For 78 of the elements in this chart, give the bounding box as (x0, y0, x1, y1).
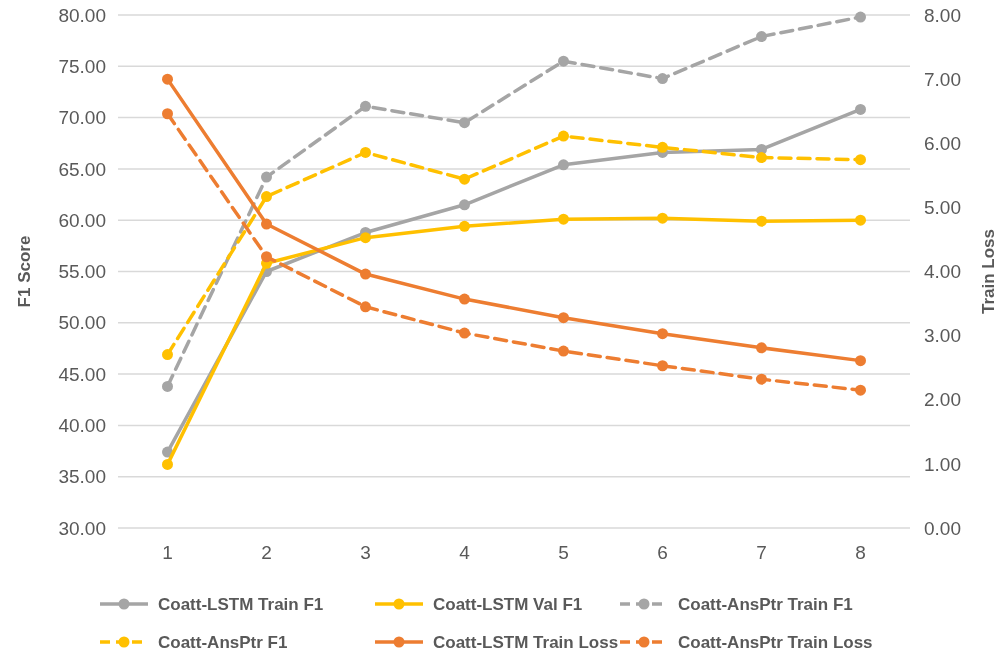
y-tick-label: 65.00 (58, 158, 106, 180)
point (162, 108, 173, 120)
y-tick-label: 30.00 (58, 517, 106, 539)
point (756, 31, 767, 43)
point (855, 103, 866, 115)
point (756, 373, 767, 385)
y2-tick-label: 5.00 (924, 197, 961, 219)
y2-tick-label: 7.00 (924, 68, 961, 90)
point (657, 360, 668, 372)
point (657, 328, 668, 340)
point (756, 152, 767, 164)
legend-label: Coatt-LSTM Train Loss (433, 632, 619, 652)
point (261, 171, 272, 183)
point (855, 154, 866, 166)
point (855, 355, 866, 367)
x-tick-label: 5 (558, 541, 569, 563)
y-tick-label: 55.00 (58, 261, 106, 283)
point (558, 159, 569, 171)
point (162, 73, 173, 85)
point (558, 55, 569, 67)
point (855, 11, 866, 23)
point (261, 251, 272, 263)
y-tick-label: 50.00 (58, 312, 106, 334)
point (459, 293, 470, 305)
x-tick-label: 7 (756, 541, 767, 563)
y-tick-label: 75.00 (58, 55, 106, 77)
legend-label: Coatt-AnsPtr Train Loss (678, 632, 873, 652)
point (360, 232, 371, 244)
x-tick-label: 6 (657, 541, 668, 563)
x-tick-label: 1 (162, 541, 173, 563)
y2-tick-label: 0.00 (924, 517, 961, 539)
point (459, 327, 470, 339)
point (558, 345, 569, 357)
y-tick-label: 60.00 (58, 209, 106, 231)
y2-tick-label: 1.00 (924, 453, 961, 475)
point (756, 342, 767, 354)
point (459, 117, 470, 129)
point (657, 212, 668, 224)
point (756, 215, 767, 227)
point (162, 458, 173, 470)
legend-label: Coatt-AnsPtr Train F1 (678, 594, 853, 614)
legend-label: Coatt-AnsPtr F1 (158, 632, 288, 652)
y-tick-label: 35.00 (58, 466, 106, 488)
y2-tick-label: 8.00 (924, 4, 961, 26)
point (657, 73, 668, 85)
y2-tick-label: 3.00 (924, 325, 961, 347)
point (558, 213, 569, 225)
point (558, 312, 569, 324)
point (261, 191, 272, 203)
y-axis-title: F1 Score (14, 235, 34, 308)
y-tick-label: 70.00 (58, 107, 106, 129)
point (162, 349, 173, 361)
x-tick-label: 8 (855, 541, 866, 563)
point (558, 130, 569, 142)
point (261, 218, 272, 230)
point (855, 214, 866, 226)
y-tick-label: 80.00 (58, 4, 106, 26)
point (657, 141, 668, 153)
point (459, 220, 470, 232)
x-tick-label: 3 (360, 541, 371, 563)
point (360, 268, 371, 280)
x-tick-label: 4 (459, 541, 471, 563)
point (162, 380, 173, 392)
y2-tick-label: 2.00 (924, 389, 961, 411)
y2-tick-label: 4.00 (924, 261, 961, 283)
point (855, 384, 866, 396)
legend-label: Coatt-LSTM Train F1 (158, 594, 324, 614)
legend-label: Coatt-LSTM Val F1 (433, 594, 583, 614)
y2-axis-title: Train Loss (978, 228, 998, 315)
point (459, 173, 470, 185)
y2-tick-label: 6.00 (924, 132, 961, 154)
y-tick-label: 45.00 (58, 363, 106, 385)
point (360, 301, 371, 313)
point (360, 146, 371, 158)
point (459, 199, 470, 211)
x-tick-label: 2 (261, 541, 272, 563)
point (360, 100, 371, 112)
y-tick-label: 40.00 (58, 415, 106, 437)
